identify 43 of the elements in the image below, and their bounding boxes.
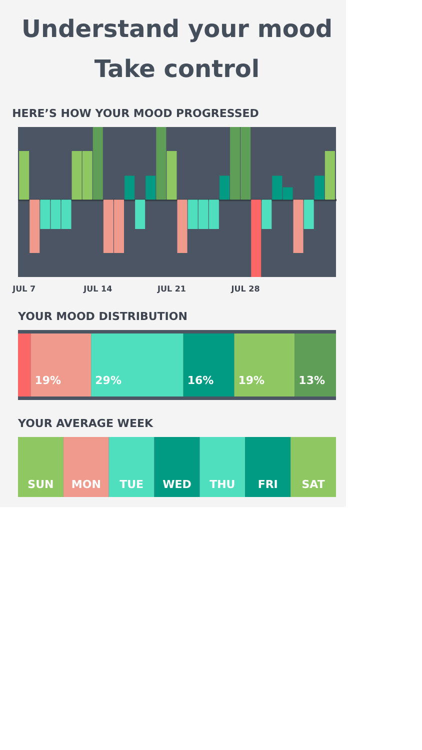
- data-label: 16%: [187, 374, 214, 387]
- bar: [18, 334, 31, 396]
- bar: [92, 127, 103, 200]
- bar: [293, 200, 304, 254]
- text: Understand your mood: [21, 15, 333, 43]
- chart-title: HERE’S HOW YOUR MOOD PROGRESSED: [12, 107, 259, 120]
- bar: [183, 334, 234, 396]
- bar: [146, 176, 156, 200]
- bar: [156, 127, 166, 200]
- bar: [177, 200, 188, 254]
- bar: [324, 150, 335, 200]
- category-label: THU: [210, 478, 236, 491]
- category-label: SAT: [302, 478, 326, 491]
- chart-title: YOUR MOOD DISTRIBUTION: [17, 310, 188, 323]
- bar: [124, 176, 135, 200]
- x-tick-label: JUL 7: [12, 284, 36, 294]
- bar: [314, 176, 324, 200]
- bar: [135, 200, 146, 230]
- x-tick-label: JUL 14: [82, 284, 113, 294]
- data-label: 13%: [298, 374, 326, 387]
- category-label: TUE: [120, 478, 144, 491]
- category-label: SUN: [28, 478, 54, 491]
- bar: [19, 150, 30, 200]
- bar: [219, 176, 230, 200]
- bar: [166, 150, 177, 200]
- bar: [251, 200, 262, 277]
- text: Take control: [94, 55, 260, 83]
- bar: [30, 334, 92, 396]
- category-label: WED: [162, 478, 192, 491]
- x-tick-label: JUL 21: [156, 284, 186, 294]
- category-label: FRI: [258, 478, 278, 491]
- bar: [91, 334, 184, 396]
- bar: [262, 200, 272, 230]
- category-label: MON: [71, 478, 101, 491]
- text: YOUR AVERAGE WEEK: [17, 417, 154, 430]
- data-label: 19%: [238, 374, 265, 387]
- bar: [30, 200, 40, 254]
- x-tick-label: JUL 28: [230, 284, 260, 294]
- bar: [234, 334, 295, 396]
- bar: [304, 200, 314, 230]
- data-label: 19%: [34, 374, 62, 387]
- data-label: 29%: [95, 374, 122, 387]
- bar: [294, 334, 336, 396]
